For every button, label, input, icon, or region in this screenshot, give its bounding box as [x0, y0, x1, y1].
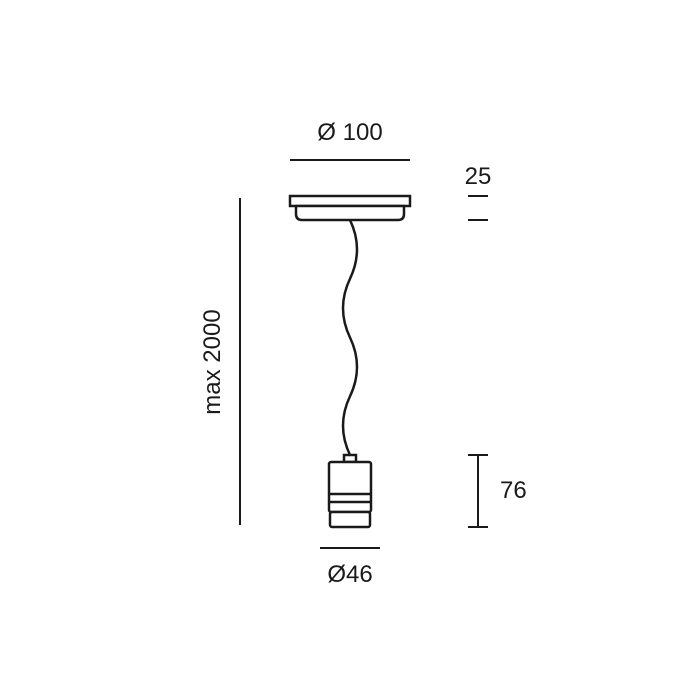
label-bottom-diameter: Ø46 [327, 561, 372, 588]
label-socket-height: 76 [500, 477, 527, 504]
label-top-diameter: Ø 100 [317, 119, 382, 146]
dim-socket-height [468, 455, 488, 527]
label-cable-length: max 2000 [199, 309, 226, 414]
label-canopy-height: 25 [465, 163, 492, 190]
socket [329, 455, 371, 527]
cable [343, 220, 357, 455]
dim-canopy-height [468, 196, 488, 220]
technical-drawing: Ø 100 Ø46 max 2000 25 76 [0, 0, 700, 700]
canopy [290, 196, 410, 220]
